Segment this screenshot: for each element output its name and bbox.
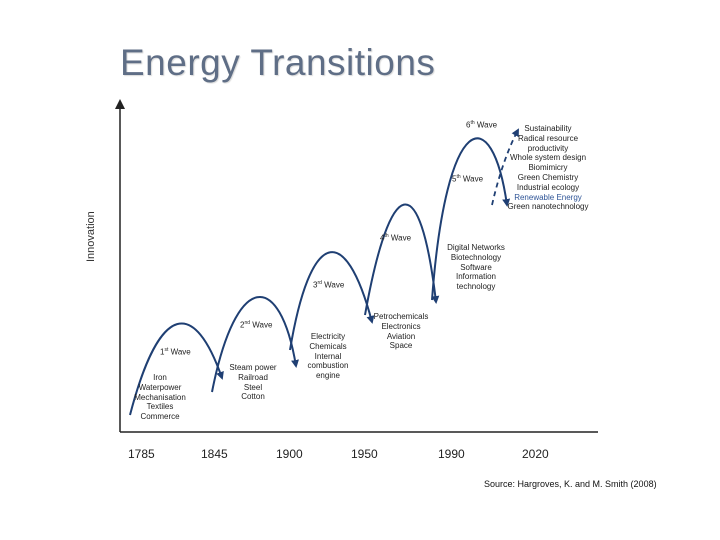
wave-1-item: Iron [153,373,167,382]
wave-2-item: Steam power [229,363,277,372]
wave-6-item: productivity [527,143,569,153]
wave-3-item: Electricity [310,332,346,341]
wave-4-technologies: Petrochemicals Electronics Aviation Spac… [366,312,436,351]
wave-6-item: Biomimicry [528,163,568,173]
wave-5-label: 5th Wave [452,172,483,185]
wave-1-item: Commerce [140,412,180,422]
wave-2-item: Steel [243,382,263,392]
wave-3-item: combustion [307,361,349,371]
wave-6-suffix: th [470,120,475,126]
wave-3-curve [289,251,375,351]
wave-1-label: 1st Wave [160,345,191,358]
wave-4-item: Petrochemicals [373,312,429,321]
y-axis-label: Innovation [85,211,97,262]
wave-3-suffix: rd [317,280,322,286]
wave-4-number: 4 [380,233,385,243]
wave-6-word: Wave [476,120,498,130]
x-tick: 1785 [128,447,155,461]
wave-4-item: Aviation [386,331,416,341]
wave-2-item: Railroad [238,372,268,382]
wave-5-number: 5 [452,174,457,184]
wave-3-item: engine [315,371,341,381]
wave-6-item: Radical resource [517,133,579,143]
wave-3-technologies: Electricity Chemicals Internal combustio… [296,332,360,381]
wave-1-suffix: st [164,347,169,353]
wave-5-item: Biotechnology [450,252,502,262]
wave-2-label: 2nd Wave [240,318,272,331]
page-title: Energy Transitions [120,42,436,83]
wave-3-item: Internal [314,351,342,361]
wave-2-item: Cotton [241,392,265,402]
wave-2-technologies: Steam power Railroad Steel Cotton [218,363,288,402]
x-tick: 1845 [201,447,228,461]
wave-5-item: Digital Networks [447,243,505,252]
wave-3-item: Chemicals [309,341,347,351]
wave-1-number: 1 [160,347,165,357]
wave-1-item: Mechanisation [134,392,186,402]
wave-2-number: 2 [240,320,245,330]
wave-4-item: Space [389,341,413,351]
wave-3-number: 3 [313,280,318,290]
wave-4-curve [364,203,440,316]
wave-5-item: Information [455,272,497,282]
wave-5-item: technology [456,282,496,292]
wave-6-technologies: Sustainability Radical resource producti… [503,124,593,212]
wave-6-item-highlight: Renewable Energy [514,192,582,202]
x-tick: 1900 [276,447,303,461]
wave-6-label: 6th Wave [466,118,497,131]
wave-4-word: Wave [390,233,412,243]
wave-3-word: Wave [324,280,345,290]
x-tick: 1990 [438,447,465,461]
wave-6-item: Green Chemistry [517,172,579,182]
wave-5-technologies: Digital Networks Biotechnology Software … [438,243,514,292]
wave-1-item: Waterpower [138,382,182,392]
wave-2-suffix: nd [244,320,251,326]
wave-2-word: Wave [252,320,273,330]
wave-6-item: Green nanotechnology [507,202,589,212]
wave-4-label: 4th Wave [380,231,411,244]
wave-6-curve [491,128,519,206]
wave-2-curve [211,295,299,393]
wave-1-curve [129,322,224,416]
wave-5-curve [431,137,511,301]
source-citation: Source: Hargroves, K. and M. Smith (2008… [484,479,657,489]
wave-3-label: 3rd Wave [313,278,344,291]
x-tick: 2020 [522,447,549,461]
wave-1-technologies: Iron Waterpower Mechanisation Textiles C… [118,373,202,422]
wave-5-item: Software [460,262,492,272]
wave-5-suffix: th [456,174,461,180]
x-tick: 1950 [351,447,378,461]
wave-1-item: Textiles [146,402,174,412]
wave-6-item: Industrial ecology [516,182,580,192]
wave-6-item: Whole system design [509,153,587,163]
wave-5-word: Wave [462,174,484,184]
wave-4-item: Electronics [381,321,421,331]
wave-1-word: Wave [170,347,191,357]
wave-6-item: Sustainability [524,124,572,133]
wave-6-number: 6 [466,120,471,130]
wave-4-suffix: th [384,233,389,239]
